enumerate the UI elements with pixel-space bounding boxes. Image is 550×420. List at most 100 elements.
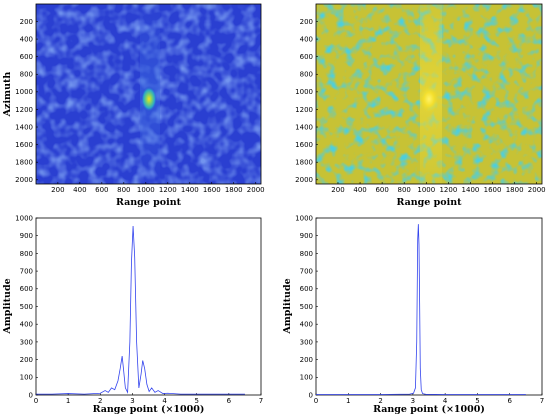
y-tick-label: 300 xyxy=(300,338,313,346)
x-tick-label: 2000 xyxy=(247,186,265,194)
x-tick-label: 200 xyxy=(51,186,64,194)
x-axis-label: Range point (×1000) xyxy=(93,404,205,415)
y-tick-label: 1000 xyxy=(295,88,313,96)
plot-frame xyxy=(35,217,262,396)
x-tick-label: 1600 xyxy=(203,186,221,194)
x-axis-label: Range point xyxy=(116,197,182,208)
line-panel-after: 0 1 2 3 4 5 6 7 0 100 200 300 400 500 600 700 800 900 100… xyxy=(282,214,544,415)
x-tick-label: 2 xyxy=(98,397,102,405)
line-panel-before: 0 1 2 3 4 5 6 7 0 100 200 300 400 500 600 700 800 900 100… xyxy=(2,214,263,415)
x-tick-label: 3 xyxy=(411,397,415,405)
x-tick-label: 5 xyxy=(475,397,479,405)
y-tick-labels: 200 400 600 800 1000 1200 1400 1600 1800 2000 xyxy=(295,18,318,184)
y-tick-label: 400 xyxy=(20,35,33,43)
heatmap-panel-log: 200 400 600 800 1000 1200 1400 1600 1800 2000 200… xyxy=(295,3,546,208)
x-tick-label: 1200 xyxy=(159,186,177,194)
y-tick-label: 1000 xyxy=(15,214,33,222)
x-tick-label: 6 xyxy=(227,397,232,405)
y-tick-label: 0 xyxy=(309,391,313,399)
x-tick-label: 0 xyxy=(34,397,38,405)
y-tick-labels: 0 100 200 300 400 500 600 700 800 900 1000 xyxy=(295,214,318,399)
x-tick-label: 1000 xyxy=(137,186,155,194)
x-tick-label: 1600 xyxy=(484,186,502,194)
heatmap-panel-linear: 200 400 600 800 1000 1200 1400 1600 1800 2000 200… xyxy=(2,3,265,208)
y-tick-label: 1000 xyxy=(295,214,313,222)
y-tick-label: 200 xyxy=(300,356,313,364)
x-axis-label: Range point (×1000) xyxy=(373,404,485,415)
y-tick-label: 0 xyxy=(29,391,33,399)
y-tick-label: 400 xyxy=(300,35,313,43)
y-tick-label: 700 xyxy=(20,268,33,276)
y-tick-label: 800 xyxy=(300,250,313,258)
y-tick-label: 1200 xyxy=(295,106,313,114)
x-tick-labels: 0 1 2 3 4 5 6 7 xyxy=(314,393,544,405)
x-tick-label: 1200 xyxy=(439,186,457,194)
plot-frame xyxy=(315,3,543,185)
x-tick-label: 1 xyxy=(66,397,70,405)
x-tick-label: 5 xyxy=(194,397,198,405)
y-tick-label: 2000 xyxy=(15,176,33,184)
x-tick-label: 4 xyxy=(162,397,167,405)
y-tick-label: 600 xyxy=(20,53,33,61)
x-tick-label: 800 xyxy=(117,186,130,194)
y-tick-labels: 0 100 200 300 400 500 600 700 800 900 1000 xyxy=(15,214,38,399)
y-tick-label: 1800 xyxy=(295,159,313,167)
y-axis-label: Azimuth xyxy=(2,72,13,118)
y-tick-label: 900 xyxy=(20,232,33,240)
target-spot xyxy=(141,86,157,112)
x-tick-label: 1800 xyxy=(506,186,524,194)
y-tick-label: 1200 xyxy=(15,106,33,114)
x-tick-label: 1 xyxy=(346,397,350,405)
x-tick-label: 1000 xyxy=(417,186,435,194)
x-tick-label: 800 xyxy=(398,186,411,194)
x-tick-label: 0 xyxy=(314,397,318,405)
x-tick-label: 1800 xyxy=(225,186,243,194)
y-tick-label: 700 xyxy=(300,268,313,276)
y-axis-label: Amplitude xyxy=(2,278,13,334)
y-tick-label: 2000 xyxy=(295,176,313,184)
target-spot xyxy=(419,85,439,113)
x-tick-label: 7 xyxy=(259,397,263,405)
x-tick-labels: 0 1 2 3 4 5 6 7 xyxy=(34,393,263,405)
y-tick-label: 400 xyxy=(20,321,33,329)
amplitude-series-line xyxy=(36,225,245,395)
x-tick-label: 2 xyxy=(378,397,382,405)
x-tick-label: 600 xyxy=(375,186,388,194)
y-tick-label: 500 xyxy=(300,303,313,311)
y-tick-label: 1400 xyxy=(15,123,33,131)
y-tick-label: 200 xyxy=(20,356,33,364)
x-tick-labels: 200 400 600 800 1000 1200 1400 1600 1800 2000 xyxy=(331,182,546,194)
y-axis-label: Amplitude xyxy=(282,278,293,334)
y-tick-label: 100 xyxy=(300,374,313,382)
x-tick-label: 1400 xyxy=(462,186,480,194)
x-tick-label: 600 xyxy=(95,186,108,194)
x-tick-label: 6 xyxy=(507,397,512,405)
y-tick-label: 100 xyxy=(20,374,33,382)
y-tick-label: 1800 xyxy=(15,159,33,167)
x-tick-label: 1400 xyxy=(181,186,199,194)
y-tick-label: 800 xyxy=(300,71,313,79)
plot-frame xyxy=(35,3,262,185)
y-tick-label: 900 xyxy=(300,232,313,240)
y-tick-label: 600 xyxy=(300,285,313,293)
y-tick-label: 1400 xyxy=(295,123,313,131)
x-tick-label: 2000 xyxy=(528,186,546,194)
x-tick-label: 3 xyxy=(130,397,134,405)
y-tick-label: 400 xyxy=(300,321,313,329)
y-tick-label: 800 xyxy=(20,71,33,79)
y-tick-label: 200 xyxy=(20,18,33,26)
y-tick-label: 200 xyxy=(300,18,313,26)
x-tick-label: 200 xyxy=(331,186,344,194)
plot-frame xyxy=(315,217,543,396)
y-tick-label: 1600 xyxy=(295,141,313,149)
x-tick-label: 400 xyxy=(73,186,86,194)
amplitude-series-line xyxy=(316,224,526,395)
x-tick-labels: 200 400 600 800 1000 1200 1400 1600 1800 2000 xyxy=(51,182,265,194)
x-tick-label: 400 xyxy=(353,186,366,194)
y-tick-label: 600 xyxy=(300,53,313,61)
x-tick-label: 4 xyxy=(443,397,448,405)
y-tick-labels: 200 400 600 800 1000 1200 1400 1600 1800 2000 xyxy=(15,18,38,184)
x-axis-label: Range point xyxy=(396,197,462,208)
y-tick-label: 800 xyxy=(20,250,33,258)
